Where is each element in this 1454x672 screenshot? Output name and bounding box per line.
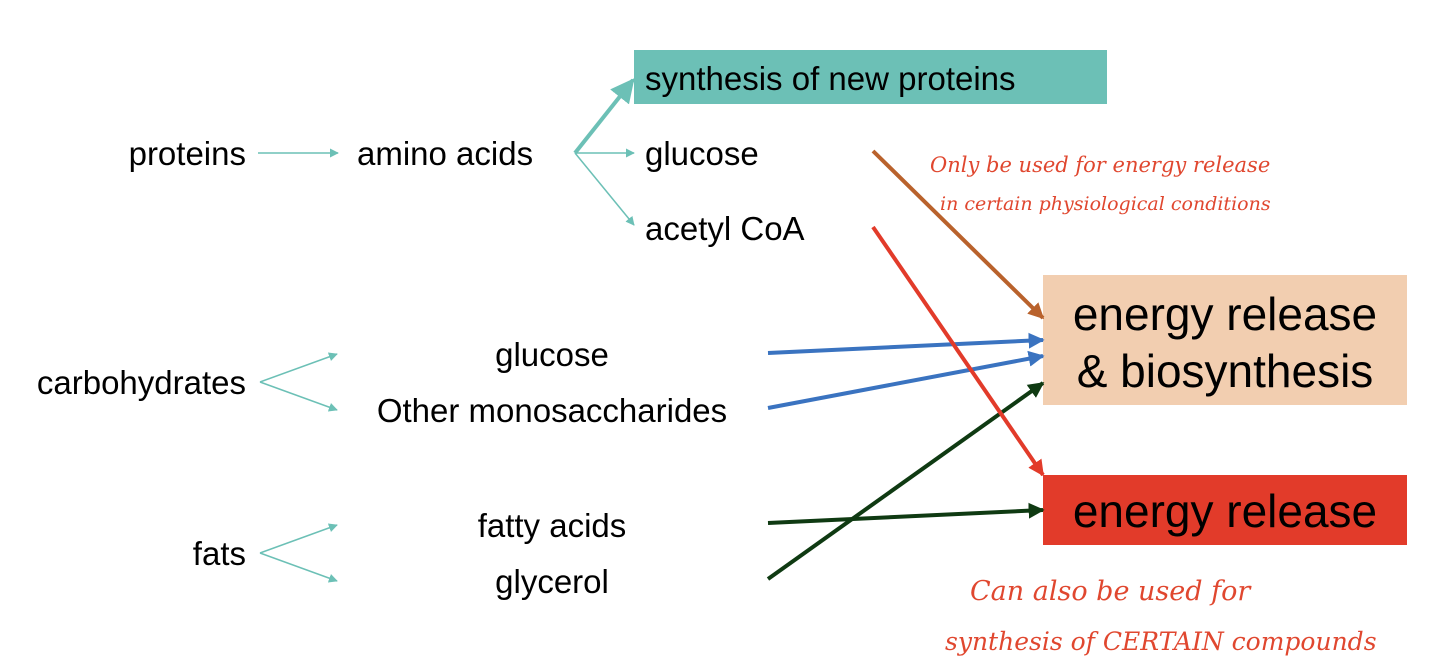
label-proteins: proteins [129, 135, 246, 172]
label-synthesis-new-proteins: synthesis of new proteins [645, 60, 1016, 97]
arrow-glucose-to-energy-biosynthesis [767, 332, 1045, 355]
arrow-carbs-to-glucose [259, 352, 338, 383]
arrow-monosaccharides-to-energy-biosynthesis [767, 350, 1045, 410]
label-energy-release: energy release [1073, 485, 1377, 537]
synthesis-box [634, 50, 1107, 104]
label-glycerol: glycerol [495, 563, 609, 600]
arrow-fats-to-glycerol [259, 552, 338, 583]
label-fatty-acids: fatty acids [478, 507, 627, 544]
label-carbohydrates: carbohydrates [37, 364, 246, 401]
label-amino-acids: amino acids [357, 135, 533, 172]
energy-biosynthesis-box [1043, 275, 1407, 405]
note-bottom-line2: synthesis of CERTAIN compounds [945, 627, 1377, 656]
label-fats: fats [193, 535, 246, 572]
label-glucose-aa: glucose [645, 135, 759, 172]
label-acetyl-coa: acetyl CoA [645, 210, 805, 247]
arrow-glycerol-to-energy-biosynthesis [766, 381, 1045, 581]
note-top-line2: in certain physiological conditions [940, 193, 1271, 215]
arrow-acetyl-coa-to-energy-release [871, 225, 1045, 477]
note-bottom-line1: Can also be used for [970, 576, 1252, 607]
arrow-amino-to-synthesis [573, 78, 635, 155]
label-glucose-carb: glucose [495, 336, 609, 373]
label-energy-biosynthesis-line2: & biosynthesis [1077, 345, 1374, 397]
arrow-fats-to-fatty-acids [259, 523, 338, 554]
note-top-line1: Only be used for energy release [930, 153, 1270, 177]
arrow-carbs-to-monosaccharides [259, 381, 338, 412]
label-other-monosaccharides: Other monosaccharides [377, 392, 727, 429]
label-energy-biosynthesis-line1: energy release [1073, 288, 1377, 340]
arrow-amino-to-acetyl-coa [574, 152, 635, 226]
arrow-fatty-acids-to-energy-release [767, 502, 1045, 525]
arrow-glucose-aa-to-energy-biosynthesis [871, 149, 1045, 320]
energy-release-box [1043, 475, 1407, 545]
